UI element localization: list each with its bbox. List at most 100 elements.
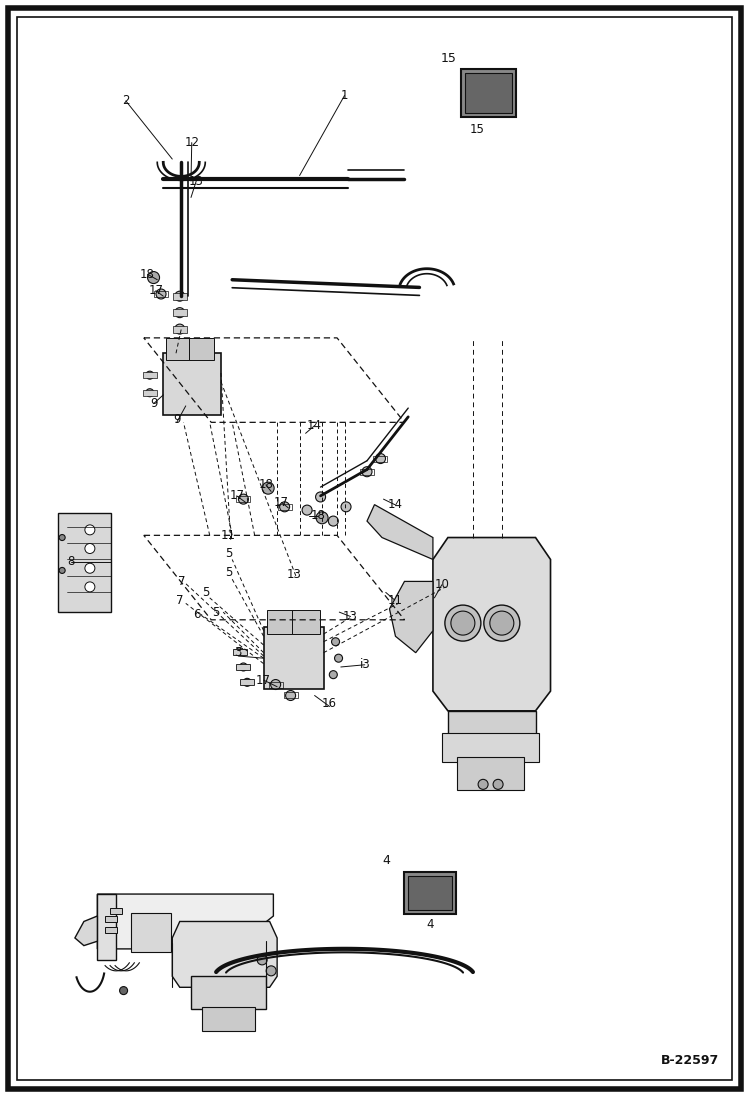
Circle shape <box>156 289 166 299</box>
Text: 14: 14 <box>387 498 402 511</box>
Text: 14: 14 <box>307 419 322 432</box>
Circle shape <box>175 324 185 335</box>
Text: 15: 15 <box>470 123 485 136</box>
Polygon shape <box>367 505 433 559</box>
Polygon shape <box>202 1007 255 1031</box>
Text: 5: 5 <box>202 586 210 599</box>
Text: 9: 9 <box>173 412 181 426</box>
Circle shape <box>238 494 249 505</box>
Bar <box>105 916 117 923</box>
Bar <box>166 338 191 360</box>
Polygon shape <box>131 913 171 952</box>
Circle shape <box>285 690 296 701</box>
Circle shape <box>362 466 372 477</box>
Circle shape <box>330 670 337 679</box>
Bar <box>240 679 254 686</box>
Polygon shape <box>264 627 324 689</box>
Polygon shape <box>75 916 97 946</box>
Polygon shape <box>172 921 277 987</box>
Text: 13: 13 <box>343 610 358 623</box>
Circle shape <box>478 779 488 790</box>
Bar <box>284 692 297 699</box>
Polygon shape <box>97 894 116 960</box>
Circle shape <box>85 524 95 535</box>
Text: 17: 17 <box>229 489 244 502</box>
Bar <box>143 389 157 396</box>
Text: 15: 15 <box>440 53 456 66</box>
Circle shape <box>146 371 154 380</box>
Circle shape <box>332 637 339 646</box>
Polygon shape <box>97 894 273 949</box>
Text: 5: 5 <box>225 566 232 579</box>
Circle shape <box>315 491 326 502</box>
Bar <box>461 69 515 117</box>
Circle shape <box>59 567 65 574</box>
Text: 1: 1 <box>341 89 348 102</box>
Circle shape <box>148 272 160 283</box>
Bar <box>154 291 168 297</box>
Polygon shape <box>163 353 221 415</box>
Bar <box>105 927 117 934</box>
Text: 8: 8 <box>67 555 75 568</box>
Circle shape <box>146 388 154 397</box>
Circle shape <box>266 965 276 976</box>
Bar <box>360 468 374 475</box>
Text: 6: 6 <box>193 608 201 621</box>
Text: 3: 3 <box>234 646 242 659</box>
Text: 2: 2 <box>122 94 130 108</box>
Bar <box>278 504 291 510</box>
Text: 10: 10 <box>434 578 449 591</box>
Circle shape <box>341 501 351 512</box>
Bar <box>269 681 282 688</box>
Circle shape <box>257 954 267 965</box>
Circle shape <box>120 986 127 995</box>
Circle shape <box>85 581 95 592</box>
Polygon shape <box>191 976 266 1009</box>
Circle shape <box>85 563 95 574</box>
Text: 9: 9 <box>150 397 157 410</box>
Text: 4: 4 <box>383 853 390 867</box>
Text: 11: 11 <box>387 593 402 607</box>
Text: 17: 17 <box>274 496 289 509</box>
Circle shape <box>445 606 481 641</box>
Bar <box>237 496 250 502</box>
Polygon shape <box>448 711 536 735</box>
Circle shape <box>493 779 503 790</box>
Bar <box>374 455 387 462</box>
Polygon shape <box>389 581 433 653</box>
Circle shape <box>243 678 251 687</box>
Bar <box>143 372 157 378</box>
Text: 4: 4 <box>426 918 434 931</box>
Bar <box>408 875 452 909</box>
Bar <box>110 907 122 914</box>
Polygon shape <box>442 733 539 762</box>
Circle shape <box>236 647 243 656</box>
Text: 17: 17 <box>148 284 163 297</box>
Text: 18: 18 <box>258 478 273 491</box>
Circle shape <box>175 307 185 318</box>
Circle shape <box>302 505 312 516</box>
Bar <box>404 872 456 914</box>
Text: 11: 11 <box>221 529 236 542</box>
Circle shape <box>375 453 386 464</box>
Circle shape <box>175 291 185 302</box>
Circle shape <box>262 483 274 494</box>
Circle shape <box>335 654 342 663</box>
Text: 16: 16 <box>322 697 337 710</box>
Bar <box>173 293 187 299</box>
Circle shape <box>451 611 475 635</box>
Bar <box>233 648 246 655</box>
Circle shape <box>484 606 520 641</box>
Bar <box>189 338 213 360</box>
Circle shape <box>490 611 514 635</box>
Polygon shape <box>433 538 551 711</box>
Bar <box>267 610 295 634</box>
Bar <box>173 309 187 316</box>
Text: 18: 18 <box>140 268 155 281</box>
Text: 12: 12 <box>184 136 199 149</box>
Circle shape <box>316 512 328 523</box>
Circle shape <box>328 516 339 527</box>
Circle shape <box>270 679 281 690</box>
Text: 7: 7 <box>178 575 186 588</box>
Circle shape <box>59 534 65 541</box>
